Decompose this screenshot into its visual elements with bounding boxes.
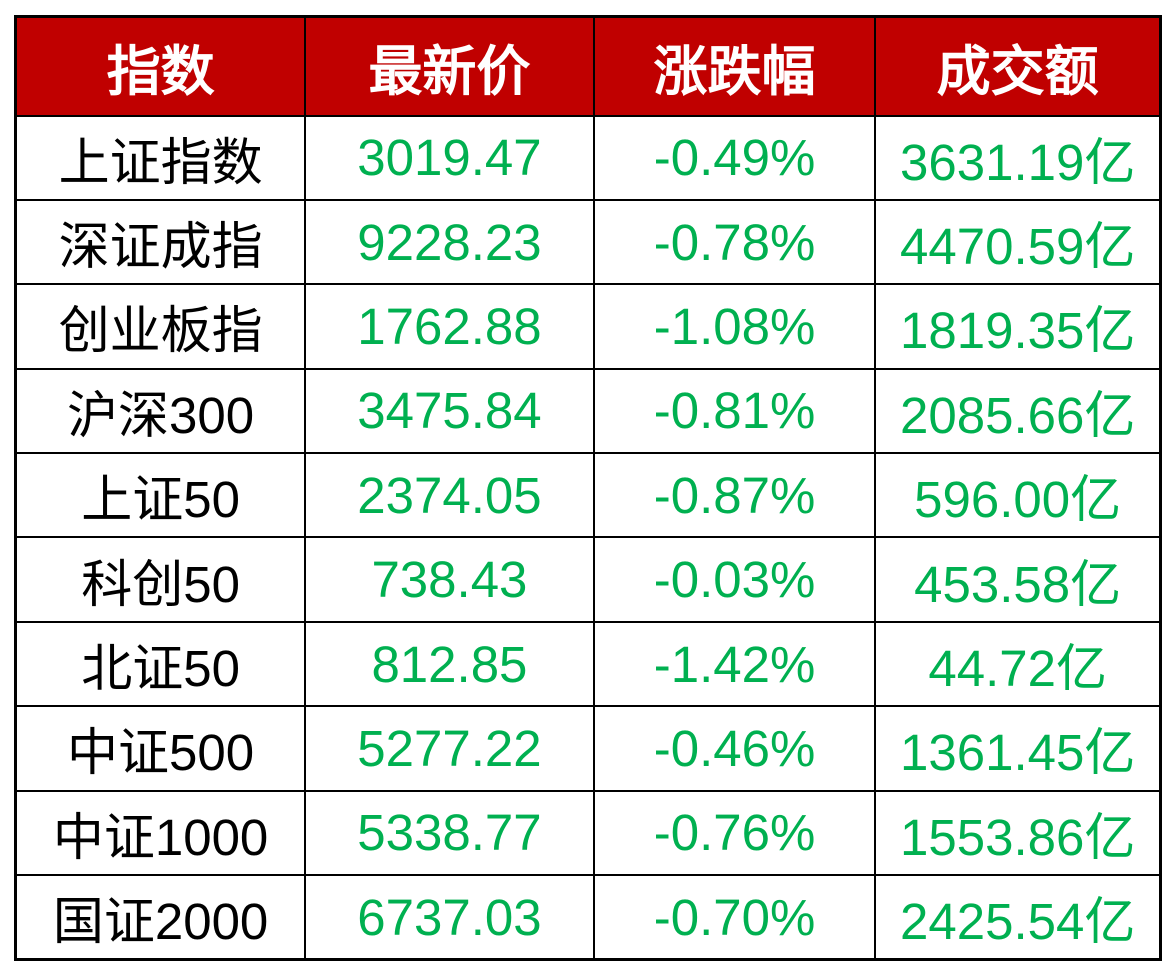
table-row: 科创50 738.43 -0.03% 453.58亿 — [14, 536, 1162, 623]
index-name: 国证2000 — [14, 874, 307, 961]
col-header-index: 指数 — [14, 15, 307, 117]
table-row: 上证指数 3019.47 -0.49% 3631.19亿 — [14, 114, 1162, 201]
index-name: 上证50 — [14, 452, 307, 539]
index-change: -1.08% — [592, 283, 877, 370]
index-name: 创业板指 — [14, 283, 307, 370]
index-price: 3475.84 — [304, 367, 595, 455]
index-price: 1762.88 — [304, 283, 595, 370]
index-price: 3019.47 — [304, 114, 595, 201]
index-price: 9228.23 — [304, 198, 595, 286]
table-row: 北证50 812.85 -1.42% 44.72亿 — [14, 620, 1162, 708]
index-turnover: 44.72亿 — [874, 620, 1162, 708]
index-name: 深证成指 — [14, 198, 307, 286]
index-change: -0.76% — [592, 789, 877, 877]
col-header-change: 涨跌幅 — [592, 15, 877, 117]
index-price: 738.43 — [304, 536, 595, 623]
index-turnover: 2425.54亿 — [874, 874, 1162, 961]
index-change: -0.46% — [592, 705, 877, 792]
index-change: -0.78% — [592, 198, 877, 286]
index-change: -1.42% — [592, 620, 877, 708]
index-name: 中证500 — [14, 705, 307, 792]
table-row: 中证500 5277.22 -0.46% 1361.45亿 — [14, 705, 1162, 792]
index-table: 指数 最新价 涨跌幅 成交额 上证指数 3019.47 -0.49% 3631.… — [14, 15, 1162, 961]
table-row: 中证1000 5338.77 -0.76% 1553.86亿 — [14, 789, 1162, 877]
index-price: 5277.22 — [304, 705, 595, 792]
index-change: -0.03% — [592, 536, 877, 623]
index-change: -0.49% — [592, 114, 877, 201]
index-turnover: 1553.86亿 — [874, 789, 1162, 877]
index-turnover: 2085.66亿 — [874, 367, 1162, 455]
index-turnover: 3631.19亿 — [874, 114, 1162, 201]
table-row: 创业板指 1762.88 -1.08% 1819.35亿 — [14, 283, 1162, 370]
table-row: 深证成指 9228.23 -0.78% 4470.59亿 — [14, 198, 1162, 286]
index-turnover: 596.00亿 — [874, 452, 1162, 539]
index-turnover: 1361.45亿 — [874, 705, 1162, 792]
header-row: 指数 最新价 涨跌幅 成交额 — [14, 15, 1162, 117]
index-change: -0.87% — [592, 452, 877, 539]
table-row: 国证2000 6737.03 -0.70% 2425.54亿 — [14, 874, 1162, 961]
index-turnover: 4470.59亿 — [874, 198, 1162, 286]
index-price: 5338.77 — [304, 789, 595, 877]
table-row: 上证50 2374.05 -0.87% 596.00亿 — [14, 452, 1162, 539]
index-name: 中证1000 — [14, 789, 307, 877]
col-header-price: 最新价 — [304, 15, 595, 117]
table-row: 沪深300 3475.84 -0.81% 2085.66亿 — [14, 367, 1162, 455]
index-name: 科创50 — [14, 536, 307, 623]
index-price: 812.85 — [304, 620, 595, 708]
index-name: 沪深300 — [14, 367, 307, 455]
col-header-turnover: 成交额 — [874, 15, 1162, 117]
index-name: 北证50 — [14, 620, 307, 708]
index-turnover: 1819.35亿 — [874, 283, 1162, 370]
index-change: -0.70% — [592, 874, 877, 961]
index-price: 2374.05 — [304, 452, 595, 539]
index-change: -0.81% — [592, 367, 877, 455]
index-name: 上证指数 — [14, 114, 307, 201]
index-price: 6737.03 — [304, 874, 595, 961]
index-turnover: 453.58亿 — [874, 536, 1162, 623]
